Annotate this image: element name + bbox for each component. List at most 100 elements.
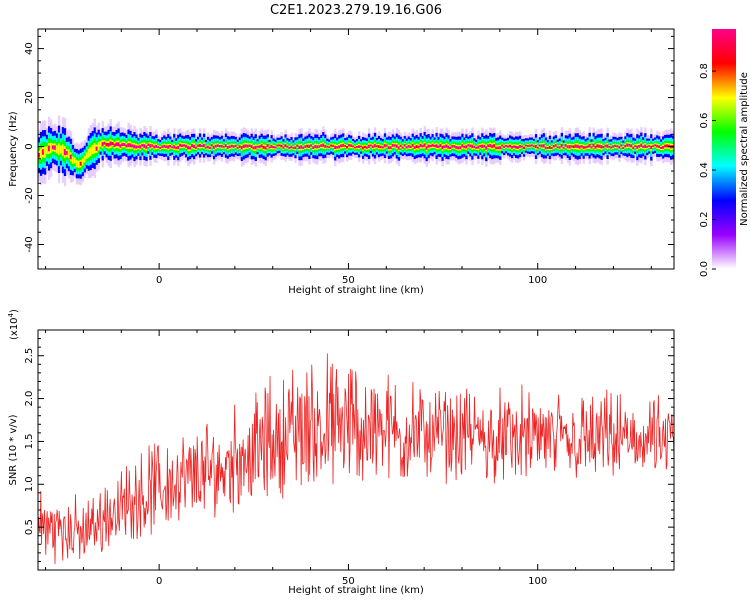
spectrogram-cell [292,146,295,149]
spectrogram-cell [288,146,291,150]
spectrogram-cell [449,146,452,149]
spectrogram-cell [236,146,240,149]
spectrogram-cell [193,144,196,149]
spectrogram-cell [646,145,649,148]
spectrogram-ytick-label: 40 [24,42,35,55]
spectrogram-cell [109,141,112,146]
spectrogram-cell [590,146,593,149]
spectrogram-cell [373,144,377,148]
colorbar: 0.0 0.2 0.4 0.6 0.8 Normalized spectral ampl… [699,29,750,277]
spectrogram-cell [357,145,361,149]
spectrogram-cell [310,144,313,147]
spectrogram-cell [206,145,210,149]
spectrogram-cell [598,144,601,148]
spectrogram-cell [230,144,234,148]
spectrogram-cell [471,144,474,149]
snr-ytick-label: 2.5 [24,348,35,364]
spectrogram-cell [99,141,103,147]
snr-series-line [37,353,675,565]
spectrogram-cell [469,144,472,148]
spectrogram-cell [216,144,220,147]
spectrogram-cell [491,144,494,149]
spectrogram-cell [181,144,184,148]
spectrogram-cell [149,144,152,148]
spectrogram-cell [272,146,275,149]
spectrogram-cell [552,145,556,148]
spectrogram-cell [658,145,661,148]
spectrogram-cell [604,144,607,147]
spectrogram-cell [550,147,554,149]
spectrogram-cell [328,146,331,149]
spectrogram-cell [493,144,496,148]
spectrogram-cell [346,145,349,149]
spectrogram-cell [163,144,166,148]
spectrogram-cell [103,141,106,145]
spectrogram-cell [433,144,436,147]
colorbar-tick-label: 0.0 [699,261,710,277]
spectrogram-cell [544,146,548,150]
spectrogram-cell [290,145,293,149]
spectrogram-cell [107,142,110,147]
spectrogram-cell [465,145,468,149]
spectrogram-cell [516,146,520,149]
spectrogram-cell [159,146,162,149]
spectrogram-cell [210,144,214,147]
spectrogram-cell [578,145,581,149]
spectrogram-cell [280,144,283,148]
spectrogram-cell [475,146,478,149]
spectrogram-cell [300,145,303,149]
spectrogram-cell [520,145,524,148]
spectrogram-cell [37,152,41,158]
spectrogram-cell [562,146,566,149]
spectrogram-cell [45,146,49,155]
spectrogram-cell [53,145,57,150]
spectrogram-cell [270,144,273,148]
spectrogram-cell [254,145,258,150]
spectrogram-cell [586,145,589,148]
spectrogram-cell [441,145,444,150]
spectrogram-cell [183,144,186,147]
spectrogram-cell [634,145,637,148]
spectrogram-cell [135,145,138,149]
spectrogram-cell [650,145,653,150]
spectrogram-cell [479,144,482,148]
spectrogram-cell [656,144,659,148]
spectrogram-cell [367,144,371,148]
spectrogram-cell [584,146,587,149]
spectrogram-cell [214,144,218,148]
spectrogram-cell [79,161,83,166]
spectrogram-cell [417,145,421,149]
spectrogram-cell [75,160,79,168]
spectrogram-cell [574,144,578,148]
spectrogram-cell [308,144,311,148]
spectrogram-cell [626,143,629,147]
spectrogram-cell [304,145,307,148]
spectrogram-cell [342,143,345,147]
spectrogram-cell [49,143,53,154]
spectrogram-cell [352,145,355,148]
spectrogram-cell [262,145,265,149]
spectrogram-cell [542,144,546,148]
spectrogram-cell [238,145,242,148]
spectrogram-cell [175,146,178,150]
spectrogram-cell [91,144,95,155]
spectrogram-cell [391,144,395,147]
spectrogram-cell [437,145,440,149]
spectrogram-cell [298,145,301,150]
snr-scale-label: (x104) [7,309,20,340]
spectrogram-cell [558,146,562,149]
spectrogram-cell [594,145,597,149]
spectrogram-cell [359,145,363,148]
spectrogram-cell [413,146,417,150]
spectrogram-cell [218,145,222,148]
spectrogram-cell [638,144,641,148]
spectrogram-cell [294,146,297,150]
spectrogram-cell [640,143,643,147]
spectrogram-ylabel: Frequency (Hz) [8,111,19,187]
spectrogram-cell [111,141,114,145]
spectrogram-cell [113,143,116,148]
spectrogram-cell [385,144,389,147]
spectrogram-cell [89,146,93,157]
snr-ytick-label: 0.5 [24,519,35,535]
